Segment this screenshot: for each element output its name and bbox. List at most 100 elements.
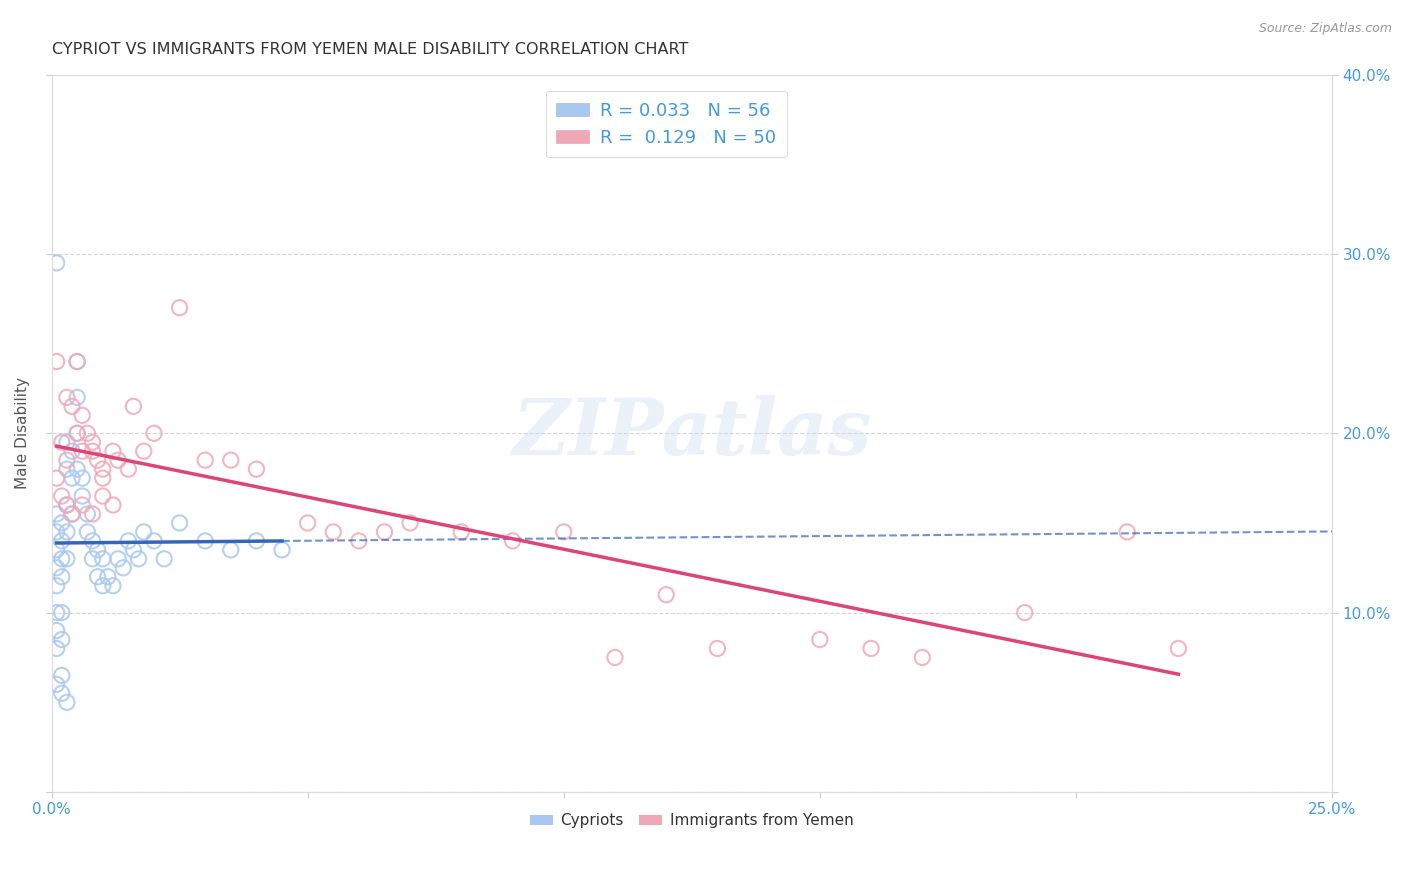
Point <box>60 507 83 521</box>
Point <box>72 498 94 512</box>
Point <box>56 695 79 709</box>
Point <box>60 471 83 485</box>
Point <box>45 641 67 656</box>
Point <box>450 524 472 539</box>
Y-axis label: Male Disability: Male Disability <box>15 377 30 490</box>
Point <box>91 489 114 503</box>
Point <box>45 579 67 593</box>
Point <box>76 524 98 539</box>
Point <box>86 453 108 467</box>
Point <box>143 426 166 441</box>
Point <box>107 453 129 467</box>
Point <box>122 542 145 557</box>
Point <box>322 524 344 539</box>
Point <box>45 677 67 691</box>
Point <box>502 533 524 548</box>
Point <box>169 516 191 530</box>
Point <box>117 462 139 476</box>
Point <box>45 354 67 368</box>
Point <box>122 400 145 414</box>
Text: CYPRIOT VS IMMIGRANTS FROM YEMEN MALE DISABILITY CORRELATION CHART: CYPRIOT VS IMMIGRANTS FROM YEMEN MALE DI… <box>52 42 688 57</box>
Point <box>56 453 79 467</box>
Point <box>56 498 79 512</box>
Point <box>56 524 79 539</box>
Point <box>91 471 114 485</box>
Point <box>82 435 104 450</box>
Point <box>169 301 191 315</box>
Point <box>1167 641 1189 656</box>
Point <box>45 542 67 557</box>
Point <box>56 551 79 566</box>
Point <box>72 409 94 423</box>
Text: Source: ZipAtlas.com: Source: ZipAtlas.com <box>1258 22 1392 36</box>
Point <box>399 516 422 530</box>
Point <box>51 435 73 450</box>
Point <box>107 551 129 566</box>
Point <box>86 570 108 584</box>
Point <box>117 533 139 548</box>
Point <box>51 668 73 682</box>
Point <box>911 650 934 665</box>
Point <box>45 561 67 575</box>
Point <box>86 542 108 557</box>
Point <box>219 542 242 557</box>
Point <box>60 507 83 521</box>
Point <box>808 632 831 647</box>
Point <box>56 462 79 476</box>
Point <box>66 426 89 441</box>
Point <box>245 533 267 548</box>
Point <box>101 579 124 593</box>
Point <box>66 426 89 441</box>
Point <box>194 453 217 467</box>
Point <box>51 632 73 647</box>
Point <box>297 516 319 530</box>
Point <box>72 489 94 503</box>
Point <box>194 533 217 548</box>
Point <box>347 533 370 548</box>
Point <box>655 588 678 602</box>
Point <box>603 650 626 665</box>
Legend: Cypriots, Immigrants from Yemen: Cypriots, Immigrants from Yemen <box>524 807 859 835</box>
Point <box>143 533 166 548</box>
Point <box>66 354 89 368</box>
Point <box>72 471 94 485</box>
Point <box>45 507 67 521</box>
Point <box>553 524 575 539</box>
Point <box>51 533 73 548</box>
Point <box>101 444 124 458</box>
Point <box>51 516 73 530</box>
Point <box>66 462 89 476</box>
Point <box>373 524 395 539</box>
Point <box>60 444 83 458</box>
Point <box>271 542 294 557</box>
Point <box>56 391 79 405</box>
Point <box>66 391 89 405</box>
Point <box>132 524 155 539</box>
Point <box>51 489 73 503</box>
Point <box>45 256 67 270</box>
Point <box>153 551 176 566</box>
Point <box>82 444 104 458</box>
Point <box>72 444 94 458</box>
Point <box>45 524 67 539</box>
Point <box>1014 606 1036 620</box>
Point <box>82 551 104 566</box>
Point <box>56 435 79 450</box>
Point <box>128 551 150 566</box>
Point <box>76 507 98 521</box>
Point <box>245 462 267 476</box>
Point <box>706 641 728 656</box>
Text: ZIPatlas: ZIPatlas <box>512 395 872 472</box>
Point <box>132 444 155 458</box>
Point <box>82 507 104 521</box>
Point <box>51 570 73 584</box>
Point <box>82 533 104 548</box>
Point <box>1116 524 1139 539</box>
Point <box>51 551 73 566</box>
Point <box>45 624 67 638</box>
Point <box>91 579 114 593</box>
Point <box>219 453 242 467</box>
Point <box>45 471 67 485</box>
Point <box>860 641 883 656</box>
Point <box>101 498 124 512</box>
